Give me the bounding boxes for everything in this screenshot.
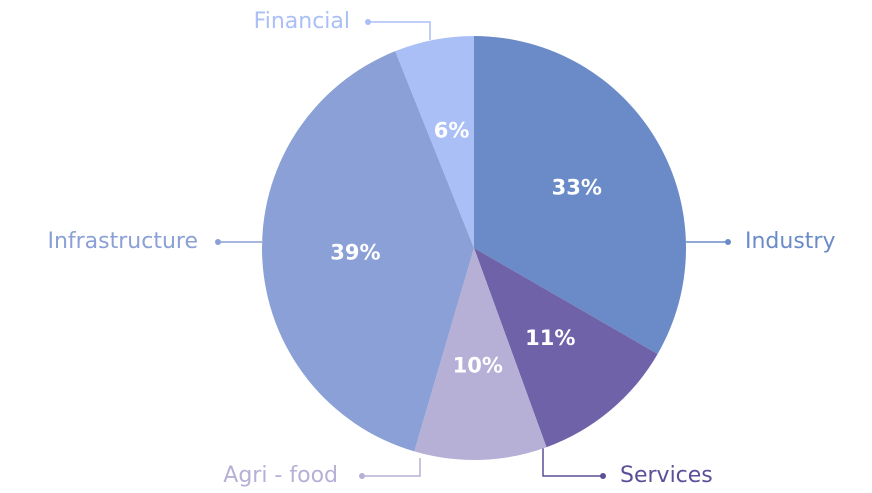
slice-label: 10% <box>453 354 503 378</box>
category-label: Industry <box>745 229 836 254</box>
leader-dot <box>600 473 606 479</box>
pie-slice <box>474 248 658 448</box>
category-label: Infrastructure <box>47 229 198 254</box>
slice-label: 33% <box>552 176 602 200</box>
category-label: Financial <box>254 9 350 34</box>
category-label: Services <box>620 463 713 488</box>
leader-line <box>368 21 431 40</box>
leader-dot <box>359 473 365 479</box>
leader-dot <box>725 239 731 245</box>
pie-slice <box>474 36 686 354</box>
slice-label: 6% <box>434 118 470 142</box>
pie-slice <box>395 36 474 248</box>
leader-line <box>362 458 421 477</box>
pie-slice <box>262 51 474 452</box>
leader-dot <box>365 19 371 25</box>
leader-dot <box>215 239 221 245</box>
leader-line <box>542 440 603 477</box>
category-label: Agri - food <box>223 463 338 488</box>
pie-slice <box>414 248 547 460</box>
slice-label: 39% <box>330 241 380 265</box>
slice-label: 11% <box>525 326 575 350</box>
